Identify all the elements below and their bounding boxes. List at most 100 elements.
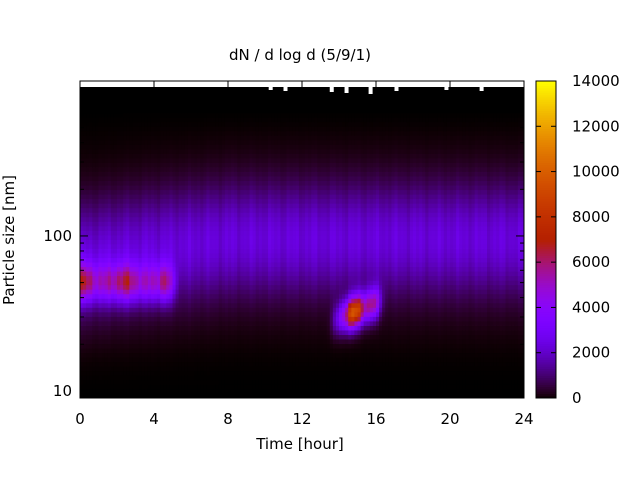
heatmap-cell (98, 212, 102, 218)
heatmap-cell (206, 167, 210, 172)
heatmap-cell (135, 112, 139, 118)
heatmap-cell (181, 112, 186, 118)
heatmap-cell (258, 180, 263, 186)
heatmap-cell (295, 244, 300, 249)
heatmap-cell (83, 112, 87, 118)
heatmap-cell (280, 239, 284, 245)
heatmap-cell (160, 194, 164, 200)
heatmap-cell (144, 239, 149, 245)
heatmap-cell (126, 316, 130, 322)
heatmap-cell (237, 157, 241, 163)
heatmap-cell (277, 361, 281, 367)
heatmap-cell (234, 198, 238, 204)
heatmap-cell (292, 275, 297, 281)
heatmap-cell (147, 162, 152, 168)
heatmap-cell (98, 253, 102, 259)
heatmap-cell (175, 280, 180, 286)
heatmap-cell (150, 379, 155, 385)
heatmap-cell (144, 180, 149, 186)
heatmap-cell (163, 207, 167, 213)
heatmap-cell (228, 216, 232, 222)
heatmap-cell (95, 375, 99, 381)
heatmap-cell (160, 121, 164, 127)
heatmap-cell (89, 370, 93, 376)
heatmap-cell (252, 275, 257, 281)
heatmap-cell (206, 189, 210, 195)
heatmap-cell (243, 321, 247, 326)
heatmap-cell (258, 234, 263, 240)
heatmap-cell (157, 216, 161, 222)
heatmap-cell (283, 280, 287, 286)
heatmap-cell (197, 162, 201, 168)
heatmap-cell (221, 167, 226, 172)
heatmap-cell (224, 148, 229, 154)
heatmap-cell (289, 352, 294, 358)
heatmap-cell (271, 348, 275, 354)
heatmap-cell (169, 135, 173, 141)
heatmap-cell (144, 185, 149, 191)
heatmap-cell (197, 253, 201, 259)
heatmap-cell (292, 225, 297, 231)
heatmap-cell (280, 203, 284, 209)
heatmap-cell (117, 234, 121, 240)
heatmap-cell (95, 298, 99, 304)
heatmap-cell (218, 339, 223, 345)
heatmap-cell (175, 239, 180, 245)
heatmap-cell (277, 262, 281, 268)
heatmap-cell (172, 130, 176, 136)
heatmap-cell (104, 289, 109, 295)
heatmap-cell (215, 275, 220, 281)
heatmap-cell (178, 339, 183, 345)
heatmap-cell (178, 194, 183, 200)
heatmap-cell (141, 126, 146, 132)
heatmap-cell (86, 393, 90, 399)
heatmap-cell (283, 321, 287, 326)
heatmap-cell (261, 221, 266, 227)
heatmap-cell (169, 157, 173, 163)
heatmap-cell (289, 144, 294, 150)
heatmap-cell (169, 298, 173, 304)
heatmap-cell (231, 207, 235, 213)
heatmap-cell (246, 216, 250, 222)
heatmap-cell (166, 253, 170, 259)
heatmap-cell (138, 157, 143, 163)
heatmap-cell (83, 293, 87, 299)
heatmap-cell (126, 357, 130, 363)
heatmap-cell (104, 316, 109, 322)
heatmap-cell (271, 171, 275, 177)
heatmap-cell (200, 121, 204, 127)
heatmap-cell (200, 334, 204, 340)
heatmap-cell (283, 379, 287, 385)
heatmap-cell (120, 171, 124, 177)
heatmap-cell (138, 207, 143, 213)
heatmap-cell (83, 348, 87, 354)
heatmap-cell (160, 366, 164, 372)
heatmap-cell (150, 339, 155, 345)
heatmap-cell (224, 330, 229, 335)
heatmap-cell (92, 185, 96, 191)
heatmap-cell (249, 289, 254, 295)
heatmap-cell (191, 375, 195, 381)
heatmap-cell (292, 180, 297, 186)
heatmap-cell (283, 212, 287, 218)
heatmap-cell (86, 212, 90, 218)
heatmap-cell (243, 185, 247, 191)
heatmap-cell (150, 262, 155, 268)
heatmap-cell (268, 130, 272, 136)
heatmap-cell (280, 375, 284, 381)
heatmap-cell (197, 289, 201, 295)
heatmap-cell (150, 126, 155, 132)
heatmap-cell (252, 257, 257, 263)
heatmap-cell (187, 321, 192, 326)
heatmap-cell (184, 302, 189, 308)
heatmap-cell (221, 280, 226, 286)
heatmap-cell (218, 244, 223, 249)
heatmap-cell (274, 248, 278, 254)
heatmap-cell (178, 352, 183, 358)
heatmap-cell (215, 244, 220, 249)
heatmap-cell (249, 221, 254, 227)
heatmap-cell (206, 311, 210, 317)
heatmap-cell (123, 194, 127, 200)
heatmap-cell (224, 370, 229, 376)
heatmap-cell (224, 311, 229, 317)
